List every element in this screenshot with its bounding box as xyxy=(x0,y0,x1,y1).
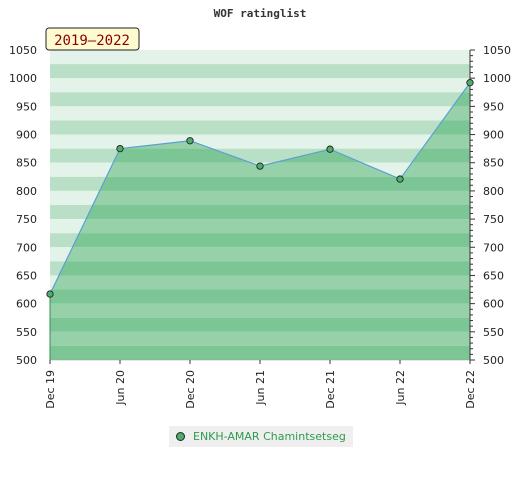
y-tick-label-left: 800 xyxy=(16,185,37,198)
period-badge-text: 2019–2022 xyxy=(54,33,130,49)
background-band xyxy=(50,92,470,107)
y-tick-label-right: 900 xyxy=(483,129,504,142)
background-band xyxy=(50,106,470,121)
legend-marker-icon xyxy=(176,432,185,441)
data-point xyxy=(116,144,124,153)
x-tick-label: Dec 21 xyxy=(324,370,337,409)
y-tick-label-right: 700 xyxy=(483,241,504,254)
x-tick-label: Dec 22 xyxy=(464,370,477,409)
data-point xyxy=(466,79,474,87)
y-tick-label-left: 900 xyxy=(16,129,37,142)
area-band xyxy=(50,303,470,318)
area-band xyxy=(50,233,470,248)
data-points xyxy=(46,79,474,298)
chart-title: WOF ratinglist xyxy=(214,7,307,20)
y-tick-label-right: 850 xyxy=(483,157,504,170)
y-tick-label-left: 950 xyxy=(16,100,37,113)
background-band xyxy=(50,120,470,135)
y-tick-label-left: 1050 xyxy=(9,44,37,57)
y-tick-label-left: 600 xyxy=(16,298,37,311)
y-tick-label-right: 950 xyxy=(483,100,504,113)
x-tick-label: Dec 19 xyxy=(44,370,57,409)
background-band xyxy=(50,50,470,65)
y-tick-label-right: 650 xyxy=(483,269,504,282)
x-tick-label: Dec 20 xyxy=(184,370,197,409)
y-tick-label-right: 1050 xyxy=(483,44,511,57)
period-badge: 2019–2022 xyxy=(45,27,140,51)
area-band xyxy=(50,275,470,290)
area-band xyxy=(50,219,470,234)
y-tick-label-right: 800 xyxy=(483,185,504,198)
background-band xyxy=(50,148,470,163)
area-band xyxy=(50,247,470,262)
data-point xyxy=(396,175,404,183)
area-band xyxy=(50,205,470,220)
area-band xyxy=(50,261,470,276)
legend: ENKH-AMAR Chamintsetseg xyxy=(169,426,353,447)
area-band xyxy=(50,289,470,304)
data-point xyxy=(326,145,334,153)
area-band xyxy=(50,190,470,205)
y-tick-label-left: 1000 xyxy=(9,72,37,85)
y-tick-label-left: 700 xyxy=(16,241,37,254)
background-band xyxy=(50,78,470,93)
area-band xyxy=(50,345,470,360)
area-band xyxy=(50,331,470,346)
data-point xyxy=(256,162,264,170)
y-tick-label-left: 750 xyxy=(16,213,37,226)
axes: 500 500 550 550 600 600 650 650 700 700 750 750 800 8… xyxy=(9,44,511,409)
background-band xyxy=(50,64,470,79)
y-tick-label-right: 550 xyxy=(483,326,504,339)
y-tick-label-right: 600 xyxy=(483,298,504,311)
y-tick-label-left: 500 xyxy=(16,354,37,367)
area-band xyxy=(50,317,470,332)
x-tick-label: Jun 20 xyxy=(114,370,127,406)
y-tick-label-left: 850 xyxy=(16,157,37,170)
y-tick-label-left: 550 xyxy=(16,326,37,339)
y-tick-label-right: 500 xyxy=(483,354,504,367)
x-tick-label: Jun 21 xyxy=(254,370,267,406)
area-band xyxy=(50,162,470,177)
area-band xyxy=(50,176,470,191)
y-tick-label-right: 1000 xyxy=(483,72,511,85)
data-point xyxy=(46,290,54,298)
y-tick-label-right: 750 xyxy=(483,213,504,226)
legend-label: ENKH-AMAR Chamintsetseg xyxy=(193,430,346,443)
data-point xyxy=(186,137,194,145)
background-band xyxy=(50,134,470,149)
x-tick-label: Jun 22 xyxy=(394,370,407,406)
y-tick-label-left: 650 xyxy=(16,269,37,282)
